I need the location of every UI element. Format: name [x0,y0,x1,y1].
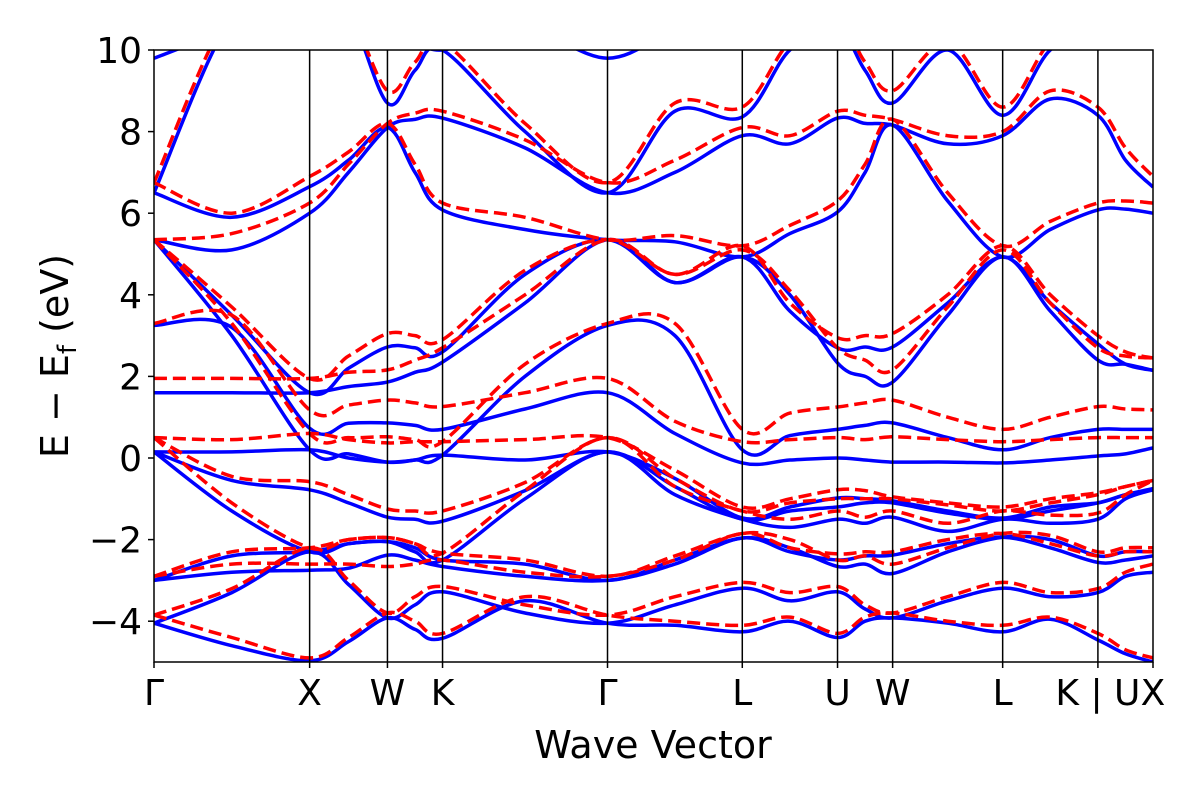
x-tick-label: K [431,673,456,714]
solid-band-2 [154,550,1153,626]
y-tick-label: −2 [89,521,142,562]
x-tick-label: X [297,673,322,714]
high-symmetry-lines [308,50,1099,662]
solid-band-13 [154,50,1054,195]
y-tick-label: 2 [119,357,142,398]
x-tick-label: W [370,673,406,714]
dashed-band-2 [154,546,1153,618]
dashed-band-14 [154,8,1153,42]
y-axis-label: E − Ef (eV) [33,254,83,458]
y-axis-label-subscript: f [53,344,83,354]
y-axis-ticks: −4 −2 0 2 4 6 8 10 [89,31,154,643]
y-tick-label: 0 [119,439,142,480]
dashed-band-5 [154,435,1153,558]
dashed-band-11 [154,88,1153,242]
solid-band-10 [154,238,1153,465]
solid-band-7 [154,447,1153,521]
y-tick-label: 10 [96,31,142,72]
x-tick-label: X [1141,673,1166,714]
solid-band-5 [154,450,1153,565]
dashed-band-15 [154,237,1153,382]
solid-band-15 [154,237,1153,397]
solid-band-12 [154,123,1153,260]
y-tick-label: −4 [89,602,142,643]
dashed-band-13 [154,50,1046,185]
dashed-band-6 [154,435,1153,515]
plot-frame [153,49,1154,663]
y-tick-label: 4 [119,276,142,317]
dashed-band-7 [154,431,1153,510]
dashed-band-1 [154,594,1153,660]
x-tick-label: Γ [144,673,164,714]
x-axis-label: Wave Vector [534,723,772,767]
x-tick-label: L [732,673,752,714]
dashed-band-4 [154,531,1153,579]
solid-band-1 [154,598,1153,662]
solid-band-4 [154,535,1153,583]
x-tick-label: U [824,673,850,714]
x-tick-label: W [875,673,911,714]
solid-band-6 [154,450,1153,525]
solid-band-9 [154,317,1153,467]
y-tick-label: 8 [119,113,142,154]
x-tick-label: K | U [1055,673,1140,714]
x-tick-label: L [993,673,1013,714]
solid-band-11 [154,96,1153,253]
dashed-band-9 [154,308,1153,445]
x-tick-label: Γ [597,673,617,714]
dashed-band-12 [154,117,1153,249]
y-tick-label: 6 [119,194,142,235]
dashed-band-10 [154,238,1153,449]
bands-layer [154,8,1153,662]
